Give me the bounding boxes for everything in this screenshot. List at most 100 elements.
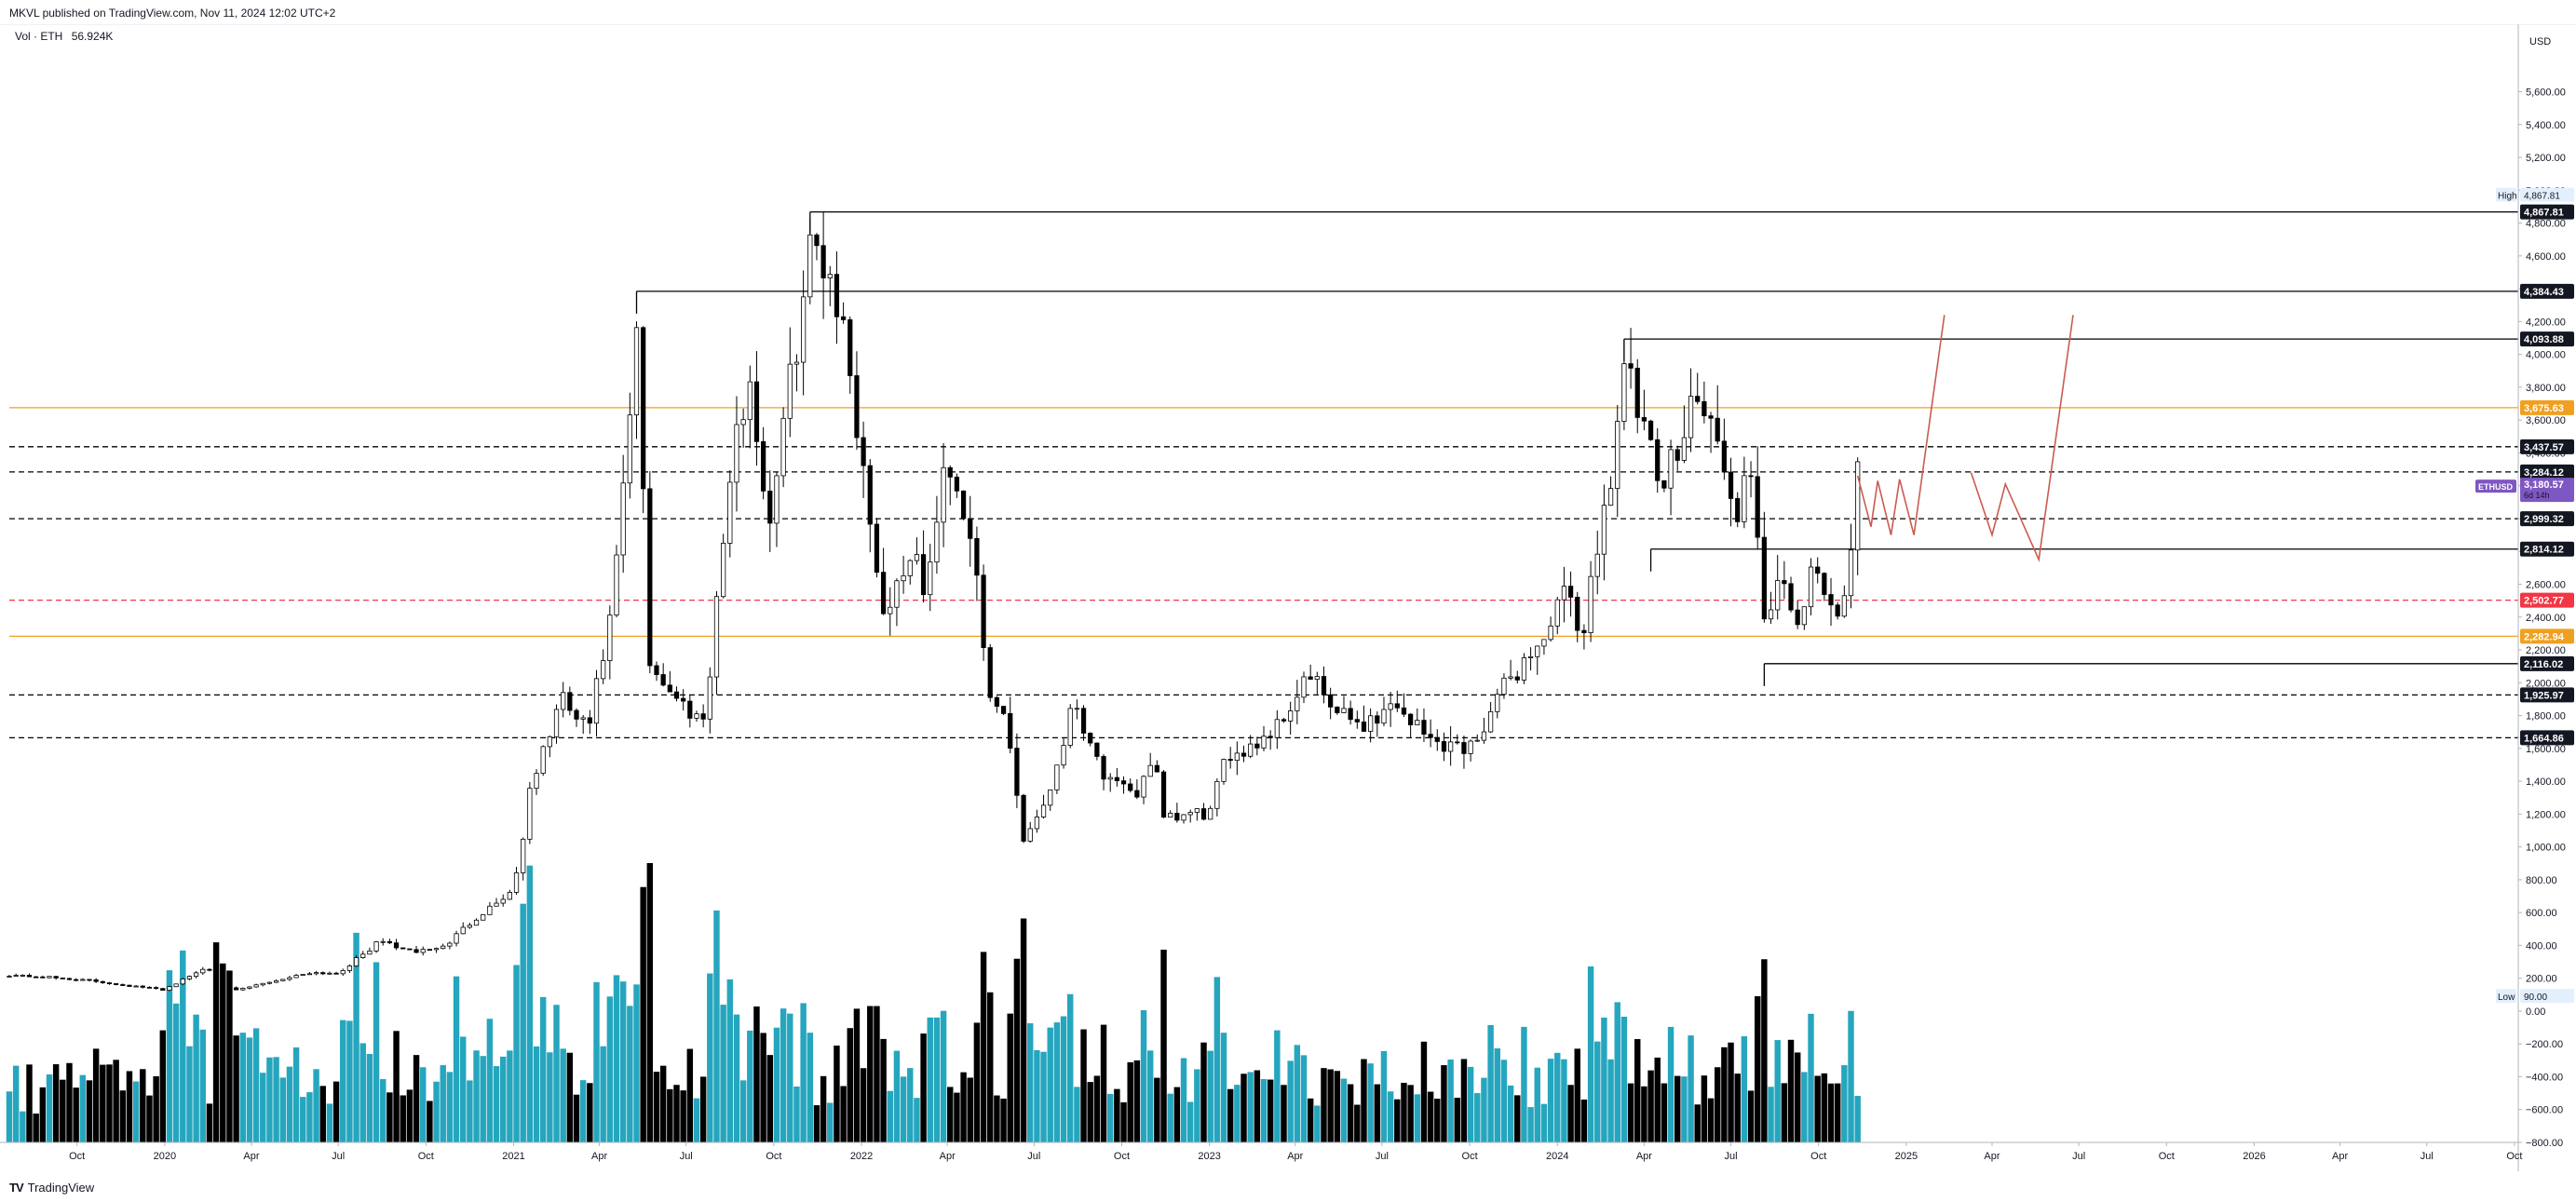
candle[interactable] <box>1254 743 1260 749</box>
candle[interactable] <box>154 987 159 990</box>
candle[interactable] <box>928 561 933 596</box>
candle[interactable] <box>460 926 466 935</box>
candle[interactable] <box>987 647 993 698</box>
candle[interactable] <box>393 942 400 949</box>
candle[interactable] <box>13 975 19 977</box>
candle[interactable] <box>994 696 1000 707</box>
candle[interactable] <box>1141 776 1146 798</box>
candle[interactable] <box>827 274 833 278</box>
candle[interactable] <box>1855 461 1861 551</box>
candle[interactable] <box>494 902 499 907</box>
candle[interactable] <box>1468 740 1473 754</box>
candle[interactable] <box>1481 731 1487 741</box>
candle[interactable] <box>854 375 860 439</box>
candle[interactable] <box>713 596 720 678</box>
candle[interactable] <box>240 988 246 991</box>
candle[interactable] <box>1147 764 1153 777</box>
candle[interactable] <box>1208 807 1213 820</box>
candle[interactable] <box>1702 400 1707 417</box>
candle[interactable] <box>1154 764 1159 773</box>
candle[interactable] <box>1708 415 1714 419</box>
candle[interactable] <box>647 488 653 667</box>
candle[interactable] <box>160 988 166 991</box>
candle[interactable] <box>1695 396 1701 402</box>
candle[interactable] <box>561 692 566 710</box>
candle[interactable] <box>761 440 766 492</box>
level-lines-layer[interactable] <box>9 210 2518 739</box>
candle[interactable] <box>420 949 426 953</box>
candle[interactable] <box>1455 741 1460 744</box>
candle[interactable] <box>34 976 39 979</box>
candle[interactable] <box>441 945 446 950</box>
candle[interactable] <box>667 684 672 693</box>
candle[interactable] <box>1501 677 1507 696</box>
candle[interactable] <box>1248 743 1254 757</box>
candle[interactable] <box>1040 804 1047 817</box>
candle[interactable] <box>1027 828 1033 842</box>
candle[interactable] <box>1034 817 1040 830</box>
candle[interactable] <box>247 986 252 989</box>
candles-layer[interactable] <box>7 211 1861 992</box>
candle[interactable] <box>907 560 913 576</box>
candle[interactable] <box>173 983 179 988</box>
candle[interactable] <box>974 537 980 576</box>
candle[interactable] <box>1187 812 1193 816</box>
candle[interactable] <box>673 691 680 699</box>
candle[interactable] <box>681 697 686 702</box>
candle[interactable] <box>727 481 733 544</box>
candle[interactable] <box>1808 566 1814 608</box>
candle[interactable] <box>186 976 193 979</box>
candle[interactable] <box>407 948 413 951</box>
candle[interactable] <box>747 381 752 421</box>
candle[interactable] <box>627 414 632 484</box>
candle[interactable] <box>386 940 393 944</box>
candle[interactable] <box>207 968 212 971</box>
candle[interactable] <box>1661 479 1667 489</box>
candle[interactable] <box>1841 595 1847 617</box>
candle[interactable] <box>380 940 386 943</box>
candle[interactable] <box>774 475 780 524</box>
candle[interactable] <box>753 381 760 442</box>
candle[interactable] <box>1527 655 1534 658</box>
tradingview-brand[interactable]: TV TradingView <box>9 1181 94 1195</box>
candle[interactable] <box>780 417 786 477</box>
candle[interactable] <box>654 665 659 675</box>
candle[interactable] <box>106 982 113 984</box>
candle[interactable] <box>1401 707 1407 715</box>
candle[interactable] <box>1474 739 1480 742</box>
candle[interactable] <box>1742 475 1747 522</box>
candle[interactable] <box>1288 710 1294 722</box>
candle[interactable] <box>1388 703 1393 710</box>
candle[interactable] <box>447 942 453 947</box>
candle[interactable] <box>1221 759 1227 782</box>
candle[interactable] <box>954 476 960 492</box>
candle[interactable] <box>553 709 560 737</box>
candle[interactable] <box>1668 449 1674 489</box>
candle[interactable] <box>400 947 406 950</box>
candle[interactable] <box>660 674 666 686</box>
candle[interactable] <box>1048 789 1053 806</box>
candle[interactable] <box>167 986 172 991</box>
candle[interactable] <box>367 951 373 955</box>
candle[interactable] <box>233 987 239 991</box>
candle[interactable] <box>593 678 600 724</box>
candle[interactable] <box>1628 363 1634 369</box>
candle[interactable] <box>26 975 33 978</box>
candle[interactable] <box>941 466 946 523</box>
candle[interactable] <box>467 925 472 928</box>
projection-layer[interactable] <box>1856 315 2074 562</box>
candle[interactable] <box>968 518 973 539</box>
candle[interactable] <box>1848 549 1854 597</box>
candle[interactable] <box>614 554 619 616</box>
candle[interactable] <box>1054 764 1060 790</box>
candle[interactable] <box>1415 720 1420 725</box>
candle[interactable] <box>74 979 79 981</box>
candle[interactable] <box>861 437 866 466</box>
candle[interactable] <box>1000 706 1007 714</box>
candle[interactable] <box>327 972 332 975</box>
volume-legend[interactable]: Vol · ETH 56.924K <box>15 30 113 43</box>
candle[interactable] <box>721 543 726 598</box>
candle[interactable] <box>1088 733 1093 744</box>
candle[interactable] <box>1621 363 1627 422</box>
candle[interactable] <box>1594 553 1600 577</box>
